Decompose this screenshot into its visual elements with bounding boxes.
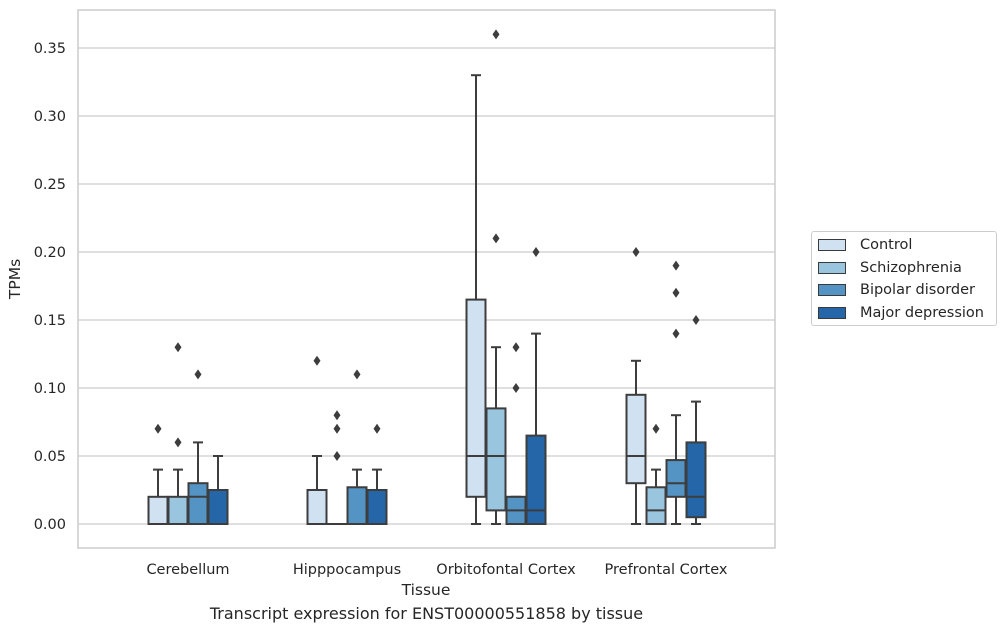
y-tick-label: 0.10 [34,381,66,397]
outlier-marker [492,29,500,40]
box [665,459,687,498]
outlier-marker [492,233,500,244]
legend-item-major-depression: Major depression [818,303,984,323]
box [346,486,368,525]
y-tick-label: 0.25 [34,177,66,193]
outlier-marker [174,342,182,353]
box [366,489,388,525]
legend-swatch-bipolar-disorder [818,284,846,296]
outlier-marker [174,437,182,448]
legend-item-control: Control [818,235,912,255]
legend: Control Schizophrenia Bipolar disorder M… [811,231,997,326]
y-tick-label: 0.15 [34,313,66,329]
box [645,486,667,525]
y-tick-label: 0.00 [34,517,66,533]
box [167,495,189,525]
outlier-marker [333,451,341,461]
legend-item-schizophrenia: Schizophrenia [818,258,962,278]
box [306,489,328,525]
box [625,393,647,485]
box [525,434,547,526]
outlier-marker [652,423,660,434]
x-tick-label: Cerebellum [146,562,229,578]
legend-swatch-major-depression [818,307,846,319]
outlier-marker [672,260,680,271]
plot-frame [77,9,776,549]
x-tick-label: Prefrontal Cortex [605,562,728,578]
outlier-marker [632,247,640,257]
legend-label-bipolar-disorder: Bipolar disorder [860,282,975,298]
legend-item-bipolar-disorder: Bipolar disorder [818,280,975,300]
outlier-marker [532,247,540,257]
outlier-marker [512,342,520,353]
outlier-marker [512,383,520,393]
y-tick-label: 0.05 [34,449,66,465]
x-tick-label: Orbitofontal Cortex [436,562,576,578]
outlier-marker [194,369,202,380]
outlier-marker [692,315,700,325]
y-tick-label: 0.35 [34,41,66,57]
legend-swatch-schizophrenia [818,262,846,274]
legend-label-control: Control [860,237,913,253]
y-tick-label: 0.20 [34,245,66,261]
y-tick-label: 0.30 [34,109,66,125]
x-axis-label: Tissue [401,581,451,599]
box [207,489,229,525]
box [685,441,707,519]
box [187,482,209,526]
legend-swatch-control [818,239,846,251]
box [465,298,487,498]
chart-caption: Transcript expression for ENST0000055185… [209,604,644,623]
outlier-marker [333,410,341,421]
legend-label-major-depression: Major depression [860,305,984,321]
box [147,495,169,525]
legend-label-schizophrenia: Schizophrenia [860,260,962,276]
outlier-marker [373,423,381,434]
outlier-marker [672,287,680,298]
outlier-marker [333,423,341,434]
outlier-marker [154,423,162,434]
x-tick-label: Hipppocampus [293,562,401,578]
y-axis-label: TPMs [6,259,24,300]
outlier-marker [313,355,321,366]
box [485,407,507,512]
outlier-marker [672,328,680,339]
outlier-marker [353,369,361,380]
